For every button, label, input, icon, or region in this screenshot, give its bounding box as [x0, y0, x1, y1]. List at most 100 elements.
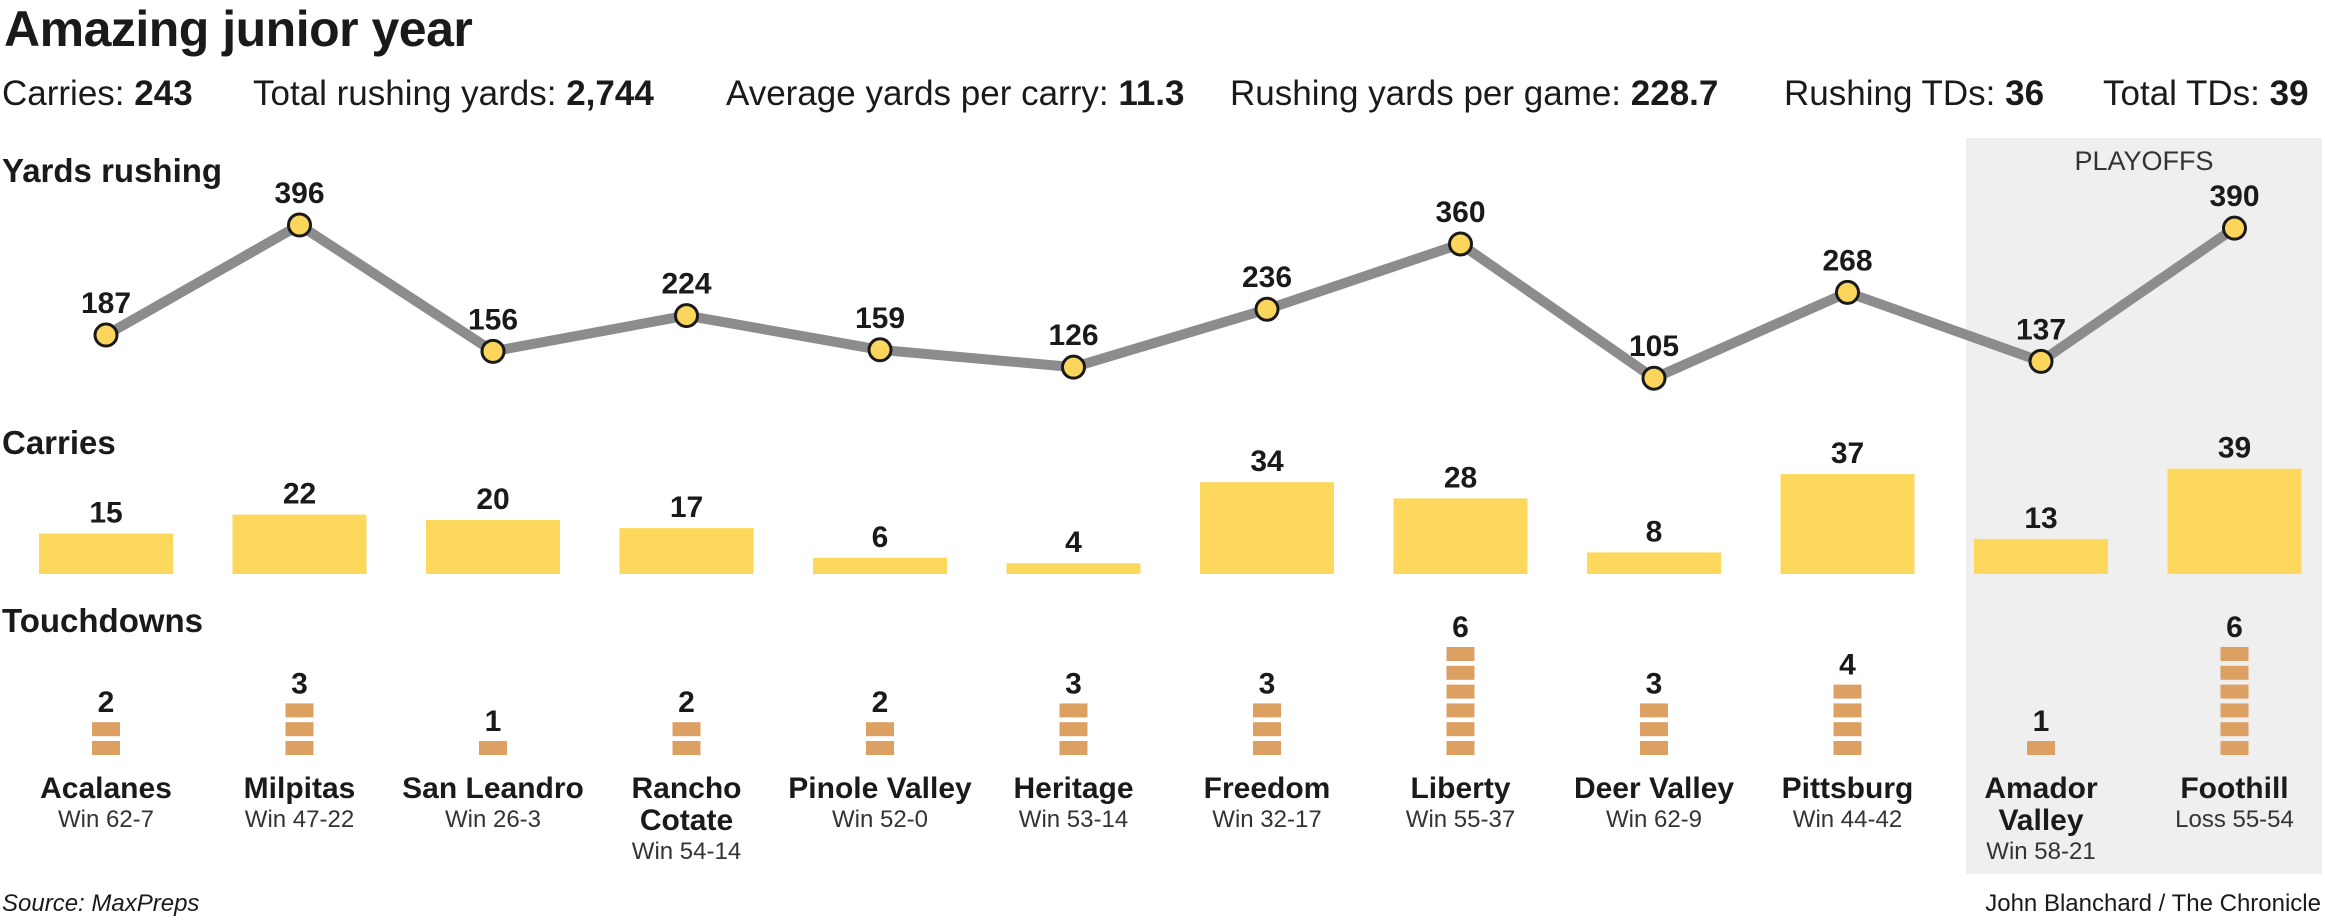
credit-note: John Blanchard / The Chronicle	[1985, 890, 2321, 917]
carries-data-label: 6	[872, 521, 889, 554]
touchdown-block	[1833, 722, 1862, 737]
game-label: Pinole Valley Win 52-0	[780, 773, 980, 835]
yards-point	[1641, 365, 1667, 391]
touchdown-block	[1833, 741, 1862, 755]
playoffs-label: PLAYOFFS	[2074, 146, 2214, 176]
yards-point	[93, 322, 119, 348]
stat-value: 36	[2005, 74, 2045, 113]
touchdown-block	[1446, 741, 1475, 755]
game-result: Win 52-0	[831, 806, 929, 833]
touchdown-block	[1059, 741, 1088, 755]
stat-label: Total TDs:	[2103, 74, 2260, 113]
yards-line	[101, 220, 2240, 384]
yards-data-label: 126	[1048, 319, 1098, 352]
game-result: Win 47-22	[244, 806, 355, 833]
opponent-name: Amador Valley	[1984, 772, 2098, 837]
touchdown-block	[1253, 741, 1281, 755]
stat-rushing-tds: Rushing TDs: 36	[1784, 74, 2044, 114]
carries-bar	[1780, 474, 1915, 574]
carries-bar	[1974, 538, 2108, 574]
stat-carries: Carries: 243	[2, 74, 193, 114]
game-label: Amador Valley Win 58-21	[1941, 773, 2141, 867]
game-label: San Leandro Win 26-3	[393, 773, 593, 835]
touchdown-block	[285, 722, 314, 737]
touchdown-block	[2027, 741, 2055, 755]
yards-point	[1835, 279, 1860, 305]
touchdown-block	[1059, 722, 1088, 737]
game-label: Acalanes Win 62-7	[6, 773, 206, 835]
touchdown-block	[1833, 684, 1862, 699]
carries-bar	[1200, 482, 1334, 574]
opponent-name: Heritage	[1013, 772, 1134, 805]
touchdown-block	[672, 741, 701, 755]
opponent-name: Freedom	[1203, 772, 1331, 805]
game-label: Liberty Win 55-37	[1361, 773, 1561, 835]
stat-value: 228.7	[1630, 74, 1719, 113]
carries-bar	[2167, 468, 2302, 574]
carries-data-label: 17	[670, 491, 703, 524]
stat-value: 243	[134, 74, 193, 113]
opponent-name: San Leandro	[402, 772, 584, 805]
touchdowns-data-label: 1	[485, 705, 502, 738]
opponent-name: Acalanes	[40, 772, 172, 805]
touchdown-block	[92, 722, 120, 737]
stat-value: 39	[2269, 74, 2309, 113]
stat-average-yards-per-carry: Average yards per carry: 11.3	[726, 74, 1185, 114]
stat-value: 2,744	[566, 74, 654, 113]
touchdown-block	[92, 741, 120, 755]
yards-data-label: 396	[274, 177, 324, 210]
game-result: Win 32-17	[1212, 806, 1322, 833]
touchdown-block	[2220, 703, 2249, 718]
touchdown-block	[1446, 703, 1475, 718]
touchdown-block	[1446, 684, 1475, 699]
stat-rushing-yards-per-game: Rushing yards per game: 228.7	[1230, 74, 1718, 114]
touchdown-block	[1253, 703, 1281, 718]
carries-bar	[1393, 498, 1528, 574]
stat-label: Carries:	[2, 74, 125, 113]
opponent-name: Pittsburg	[1781, 772, 1914, 805]
touchdowns-data-label: 2	[678, 686, 695, 719]
source-note: Source: MaxPreps	[2, 890, 200, 917]
carries-bar	[426, 520, 560, 574]
carries-bar	[1587, 552, 1721, 574]
game-result: Win 26-3	[444, 806, 542, 833]
opponent-name: Foothill	[2180, 772, 2289, 805]
yards-point	[1448, 231, 1473, 257]
touchdown-block	[285, 741, 314, 755]
game-result: Win 53-14	[1018, 806, 1129, 833]
touchdown-block	[1833, 703, 1862, 718]
carries-data-label: 39	[2218, 432, 2251, 465]
yards-data-label: 187	[81, 287, 131, 320]
game-result: Win 55-37	[1405, 806, 1516, 833]
carries-bar	[39, 533, 173, 574]
game-label: Heritage Win 53-14	[974, 773, 1174, 835]
opponent-name: Deer Valley	[1573, 772, 1735, 805]
touchdowns-data-label: 4	[1839, 649, 1856, 682]
yards-point	[1061, 354, 1086, 380]
carries-data-label: 15	[89, 497, 122, 530]
yards-data-label: 224	[661, 268, 711, 301]
game-label: Pittsburg Win 44-42	[1748, 773, 1948, 835]
touchdown-block	[1446, 647, 1475, 661]
touchdown-block	[2220, 647, 2249, 661]
touchdown-block	[866, 741, 894, 755]
game-label: Rancho Cotate Win 54-14	[587, 773, 787, 867]
touchdowns-data-label: 3	[1259, 667, 1276, 700]
touchdowns-data-label: 6	[2226, 611, 2243, 644]
yards-point	[480, 338, 506, 364]
carries-bar	[619, 528, 754, 574]
touchdowns-data-label: 6	[1452, 611, 1469, 644]
touchdown-block	[285, 703, 314, 718]
carries-data-label: 37	[1831, 437, 1864, 470]
opponent-name: Liberty	[1410, 772, 1511, 805]
yards-point	[867, 337, 893, 363]
touchdown-block	[672, 722, 701, 737]
carries-data-label: 34	[1250, 445, 1284, 478]
section-label-carries: Carries	[2, 424, 116, 461]
stat-total-tds: Total TDs: 39	[2103, 74, 2309, 114]
carries-bar	[232, 514, 367, 574]
yards-point	[1254, 296, 1280, 322]
touchdown-block	[1446, 722, 1475, 737]
section-label-touchdowns: Touchdowns	[2, 602, 204, 639]
game-result: Win 62-9	[1605, 806, 1703, 833]
